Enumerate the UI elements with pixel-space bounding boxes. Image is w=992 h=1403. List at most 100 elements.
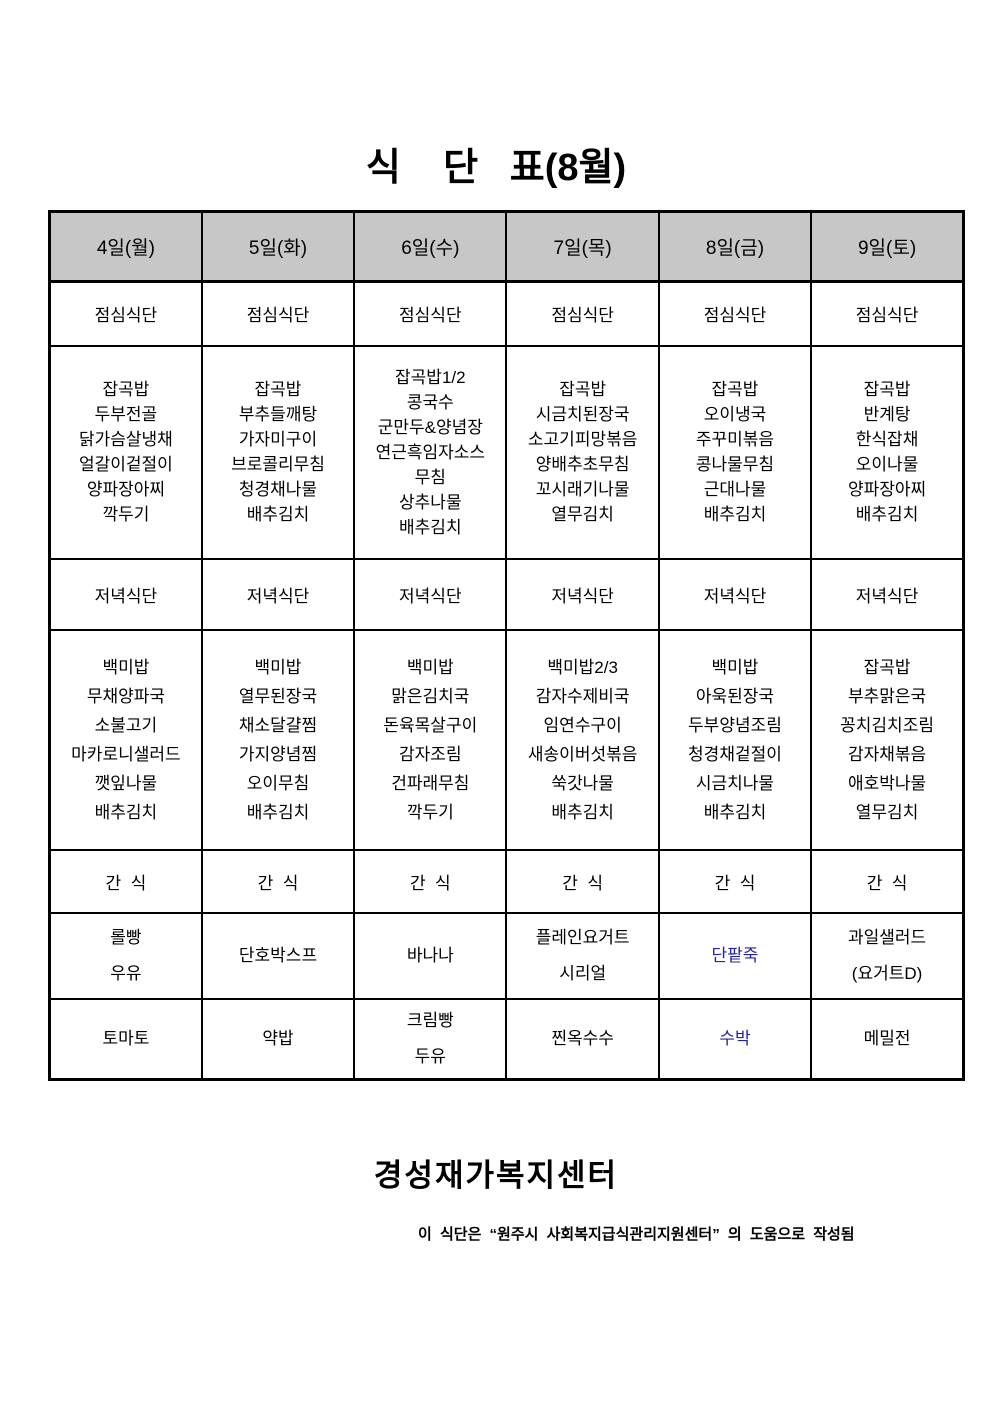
menu-line: 메밀전 [863,1028,911,1048]
menu-line: 맑은김치국 [391,686,470,706]
menu-line: 백미밥 [102,657,150,677]
menu-line: 연근흑임자소스 [375,442,486,462]
menu-line: 플레인요거트 [535,927,630,947]
menu-line: 배추김치 [94,802,158,822]
menu-line: 양배추초무침 [535,455,630,474]
menu-line: 청경채겉절이 [688,744,782,764]
menu-line: 백미밥 [254,657,302,677]
menu-line: 시금치나물 [695,773,775,793]
menu-line: 깻잎나물 [94,773,158,793]
menu-line: 열무김치 [551,505,614,524]
menu-line: 잡곡밥1/2 [395,367,466,387]
menu-line: 소고기피망볶음 [527,430,638,449]
menu-line: 배추김치 [703,802,767,822]
snack-label-cell: 간 식 [48,848,203,914]
snack-label-cell: 간 식 [657,848,813,914]
lunch-label-cell: 점심식단 [200,280,356,347]
menu-line: 아욱된장국 [695,686,775,706]
menu-line: 약밥 [262,1028,294,1048]
lunch-menu-cell: 잡곡밥1/2 콩국수 군만두&양념장 연근흑임자소스 무침 상추나물 배추김치 [353,344,508,560]
dinner-label-cell: 저녁식단 [810,557,965,631]
snack2-cell: 약밥 [200,997,356,1081]
menu-line: 한식잡채 [855,430,919,449]
dinner-label-row: 저녁식단 저녁식단 저녁식단 저녁식단 저녁식단 저녁식단 [48,557,965,631]
menu-line: 배추김치 [246,505,310,524]
menu-line: 잡곡밥 [102,380,150,399]
menu-line: 토마토 [102,1028,150,1048]
snack1-cell: 단호박스프 [200,911,356,1000]
day-header-cell: 8일(금) [657,210,813,283]
dinner-label-cell: 저녁식단 [48,557,203,631]
menu-line: 시리얼 [559,963,607,983]
menu-line: 임연수구이 [543,715,622,735]
lunch-label-cell: 점심식단 [810,280,965,347]
snack-label-cell: 간 식 [810,848,965,914]
menu-line: 상추나물 [399,492,462,512]
menu-line: 수박 [719,1028,751,1048]
dinner-menu-cell: 백미밥2/3 감자수제비국 임연수구이 새송이버섯볶음 쑥갓나물 배추김치 [505,628,660,851]
menu-line: 우유 [110,963,142,983]
snack2-cell: 수박 [657,997,813,1081]
menu-line: 부추들깨탕 [238,405,318,424]
day-header-cell: 6일(수) [353,210,508,283]
page-title: 식 단 표(8월) [365,147,627,189]
menu-line: 채소달걀찜 [238,715,318,735]
menu-line: 감자수제비국 [535,686,630,706]
dinner-label-cell: 저녁식단 [200,557,356,631]
day-header-row: 4일(월) 5일(화) 6일(수) 7일(목) 8일(금) 9일(토) [48,210,965,283]
menu-line: 콩나물무침 [695,455,775,474]
menu-line: 청경채나물 [238,480,318,499]
menu-line: 새송이버섯볶음 [527,744,638,764]
menu-line: 오이나물 [855,455,919,474]
menu-line: 과일샐러드 [847,927,927,947]
menu-line: 콩국수 [406,392,454,412]
menu-line: 두부전골 [94,405,158,424]
snack2-cell: 찐옥수수 [505,997,660,1081]
menu-line: 잡곡밥 [559,380,607,399]
menu-line: 소불고기 [94,715,158,735]
menu-line: 근대나물 [703,480,767,499]
menu-line: 마카로니샐러드 [71,744,181,764]
menu-line: 롤빵 [110,927,142,947]
menu-line: 백미밥 [406,657,454,677]
lunch-menu-cell: 잡곡밥 반계탕 한식잡채 오이나물 양파장아찌 배추김치 [810,344,965,560]
dinner-label-cell: 저녁식단 [657,557,813,631]
menu-line: 두유 [414,1046,446,1066]
snack-label-cell: 간 식 [505,848,660,914]
menu-line: 잡곡밥 [863,657,911,677]
day-header-cell: 9일(토) [810,210,965,283]
menu-line: 열무된장국 [238,686,318,706]
menu-line: 주꾸미볶음 [695,430,775,449]
snack2-cell: 메밀전 [810,997,965,1081]
menu-line: 꼬시래기나물 [535,480,630,499]
menu-line: 부추맑은국 [847,686,927,706]
day-header-cell: 7일(목) [505,210,660,283]
snack1-row: 롤빵 우유 단호박스프 바나나 플레인요거트 시리얼 단팥죽 과일샐러드 (요거트D) [48,911,965,1000]
menu-line: 배추김치 [551,802,614,822]
menu-line: 감자조림 [399,744,462,764]
menu-line: 크림빵 [406,1010,454,1030]
menu-line: 배추김치 [399,517,462,537]
snack1-cell: 과일샐러드 (요거트D) [810,911,965,1000]
menu-line: 배추김치 [703,505,767,524]
menu-line: 가자미구이 [238,430,318,449]
menu-line: 건파래무침 [391,773,470,793]
menu-table: 4일(월) 5일(화) 6일(수) 7일(목) 8일(금) 9일(토) 점심식단… [48,210,965,1081]
dinner-menu-row: 백미밥 무채양파국 소불고기 마카로니샐러드 깻잎나물 배추김치 백미밥 열무된장국 채소달걀… [48,628,965,851]
menu-line: 양파장아찌 [847,480,927,499]
menu-line: 오이냉국 [703,405,767,424]
snack1-cell: 바나나 [353,911,508,1000]
menu-line: 쑥갓나물 [551,773,614,793]
menu-line: 잡곡밥 [254,380,302,399]
lunch-menu-cell: 잡곡밥 부추들깨탕 가자미구이 브로콜리무침 청경채나물 배추김치 [200,344,356,560]
menu-line: 두부양념조림 [688,715,782,735]
menu-line: 백미밥 [711,657,759,677]
dinner-menu-cell: 잡곡밥 부추맑은국 꽁치김치조림 감자채볶음 애호박나물 열무김치 [810,628,965,851]
menu-line: 바나나 [406,945,454,965]
lunch-label-cell: 점심식단 [353,280,508,347]
menu-line: 잡곡밥 [863,380,911,399]
menu-line: 오이무침 [246,773,310,793]
lunch-label-row: 점심식단 점심식단 점심식단 점심식단 점심식단 점심식단 [48,280,965,347]
